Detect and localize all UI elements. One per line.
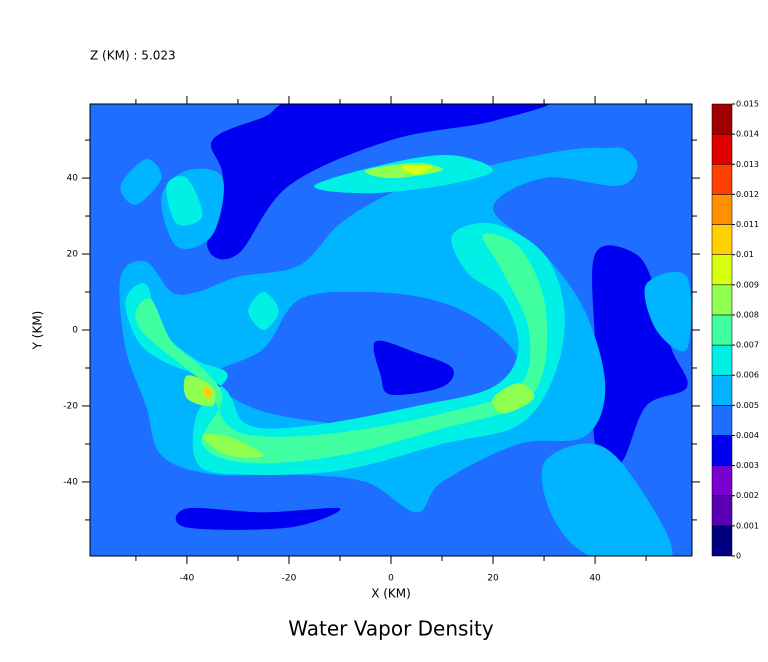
colorbar-label: 0.015 xyxy=(736,100,759,109)
contour-region xyxy=(592,245,688,466)
contour-region xyxy=(202,386,213,399)
contour-region xyxy=(175,507,341,530)
colorbar-label: 0.013 xyxy=(736,160,759,169)
colorbar-label: 0.014 xyxy=(736,130,759,139)
y-tick-label: -20 xyxy=(63,401,78,411)
colorbar-label: 0.005 xyxy=(736,401,759,410)
contour-region xyxy=(567,147,638,179)
colorbar-band xyxy=(711,374,733,406)
colorbar-band xyxy=(711,254,733,286)
colorbar-band xyxy=(711,224,733,255)
colorbar-band xyxy=(711,435,733,466)
x-tick-label: -20 xyxy=(282,574,297,584)
x-tick-label: 0 xyxy=(388,574,394,584)
colorbar-band xyxy=(711,465,733,496)
colorbar-label: 0.007 xyxy=(736,341,759,350)
colorbar-label: 0.012 xyxy=(736,190,759,199)
colorbar-label: 0.011 xyxy=(736,220,759,229)
colorbar-label: 0 xyxy=(736,552,741,561)
y-tick-label: 40 xyxy=(67,174,79,184)
contour-region xyxy=(166,176,203,226)
colorbar-label: 0.002 xyxy=(736,491,759,500)
colorbar-band xyxy=(711,525,733,557)
colorbar-band xyxy=(711,405,733,436)
colorbar-band xyxy=(711,284,733,316)
contour-region xyxy=(207,104,551,260)
y-tick-label: 0 xyxy=(72,326,78,336)
x-axis-label: X (KM) xyxy=(371,587,411,601)
x-tick-label: 40 xyxy=(589,574,601,584)
contour-field xyxy=(90,104,692,556)
colorbar-band xyxy=(711,495,733,527)
y-axis-label: Y (KM) xyxy=(31,311,45,351)
subtitle: Z (KM) : 5.023 xyxy=(90,49,176,63)
colorbar-band xyxy=(711,103,733,135)
contour-region xyxy=(373,340,454,395)
colorbar-label: 0.001 xyxy=(736,521,759,530)
colorbar-band xyxy=(711,314,733,346)
colorbar-label: 0.008 xyxy=(736,310,759,319)
colorbar-label: 0.003 xyxy=(736,461,759,470)
contour-region xyxy=(248,292,279,330)
contour-region xyxy=(183,375,216,407)
contour-region xyxy=(120,158,162,205)
contour-region xyxy=(202,433,264,458)
y-tick-label: 20 xyxy=(67,250,79,260)
colorbar-band xyxy=(711,133,733,165)
contour-region xyxy=(644,272,692,352)
x-tick-label: -40 xyxy=(180,574,195,584)
contour-region xyxy=(135,233,548,464)
colorbar-band xyxy=(711,344,733,376)
colorbar-label: 0.004 xyxy=(736,431,759,440)
colorbar-band xyxy=(711,164,733,195)
x-tick-label: 20 xyxy=(487,574,499,584)
contour-region xyxy=(400,165,433,175)
contour-region xyxy=(212,291,520,426)
chart-title: Water Vapor Density xyxy=(288,617,494,641)
contour-region xyxy=(492,383,535,414)
colorbar-label: 0.009 xyxy=(736,280,759,289)
colorbar-label: 0.01 xyxy=(736,250,754,259)
colorbar-label: 0.006 xyxy=(736,371,759,380)
colorbar-band xyxy=(711,194,733,225)
contour-region xyxy=(541,443,673,556)
y-tick-label: -40 xyxy=(63,477,78,487)
